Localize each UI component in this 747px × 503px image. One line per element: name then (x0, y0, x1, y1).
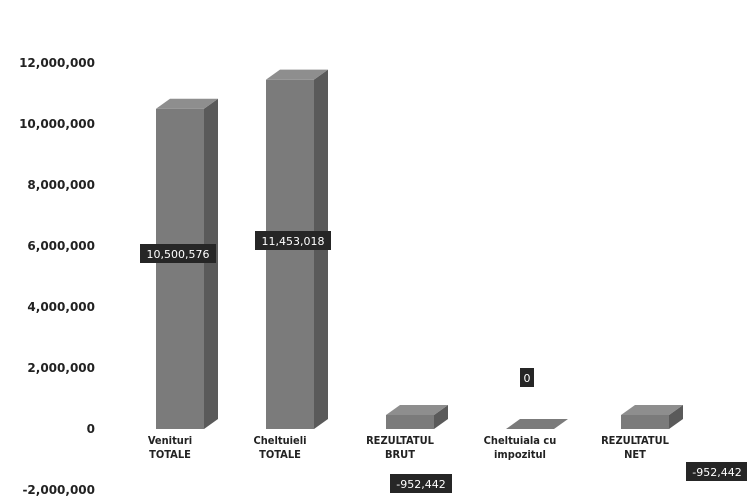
y-tick-label: 8,000,000 (27, 178, 95, 192)
data-label: -952,442 (390, 474, 452, 493)
svg-text:-952,442: -952,442 (396, 478, 445, 491)
x-axis-labels: Venituri TOTALE Cheltuieli TOTALE REZULTATUL… (148, 434, 670, 461)
bar-top-face (156, 98, 218, 109)
y-tick-label: 10,000,000 (19, 117, 95, 131)
svg-text:10,500,576: 10,500,576 (147, 248, 210, 261)
bar-front-face (621, 415, 669, 429)
bar-side-face (434, 405, 448, 429)
bar (156, 98, 218, 430)
bar-front-face (266, 79, 314, 429)
x-tick-label: Cheltuiala cu impozitul (484, 434, 557, 461)
bar-side-face (669, 405, 683, 429)
bar (506, 419, 568, 429)
bar-top-face (621, 405, 683, 415)
bar (386, 405, 448, 429)
data-label: 10,500,576 (140, 244, 216, 263)
data-label: 0 (520, 368, 534, 387)
x-tick-label: REZULTATUL NET (601, 434, 670, 461)
y-tick-label: 6,000,000 (27, 239, 95, 253)
y-tick-label: 0 (87, 422, 95, 436)
x-tick-label: REZULTATUL BRUT (366, 434, 435, 461)
bar-top-face (506, 419, 568, 429)
bar-front-face (386, 415, 434, 429)
bar (621, 405, 683, 429)
y-tick-label: -2,000,000 (22, 483, 95, 497)
data-label: 11,453,018 (255, 231, 331, 250)
bar-top-face (266, 69, 328, 80)
data-labels: 10,500,576 11,453,018 -952,442 0 -952,442 (140, 231, 747, 493)
bars (156, 69, 683, 430)
y-tick-label: 12,000,000 (19, 56, 95, 70)
bar-front-face (156, 108, 204, 430)
x-tick-label: Cheltuieli TOTALE (253, 434, 306, 461)
svg-text:0: 0 (524, 372, 531, 385)
svg-text:-952,442: -952,442 (692, 466, 741, 479)
x-tick-label: Venituri TOTALE (148, 434, 192, 461)
bar-side-face (204, 98, 218, 430)
y-tick-label: 4,000,000 (27, 300, 95, 314)
bar-top-face (386, 405, 448, 415)
svg-text:11,453,018: 11,453,018 (262, 235, 325, 248)
data-label: -952,442 (686, 462, 747, 481)
y-axis: -2,000,000 0 2,000,000 4,000,000 6,000,000 8,… (19, 56, 95, 497)
y-tick-label: 2,000,000 (27, 361, 95, 375)
bar (266, 69, 328, 429)
